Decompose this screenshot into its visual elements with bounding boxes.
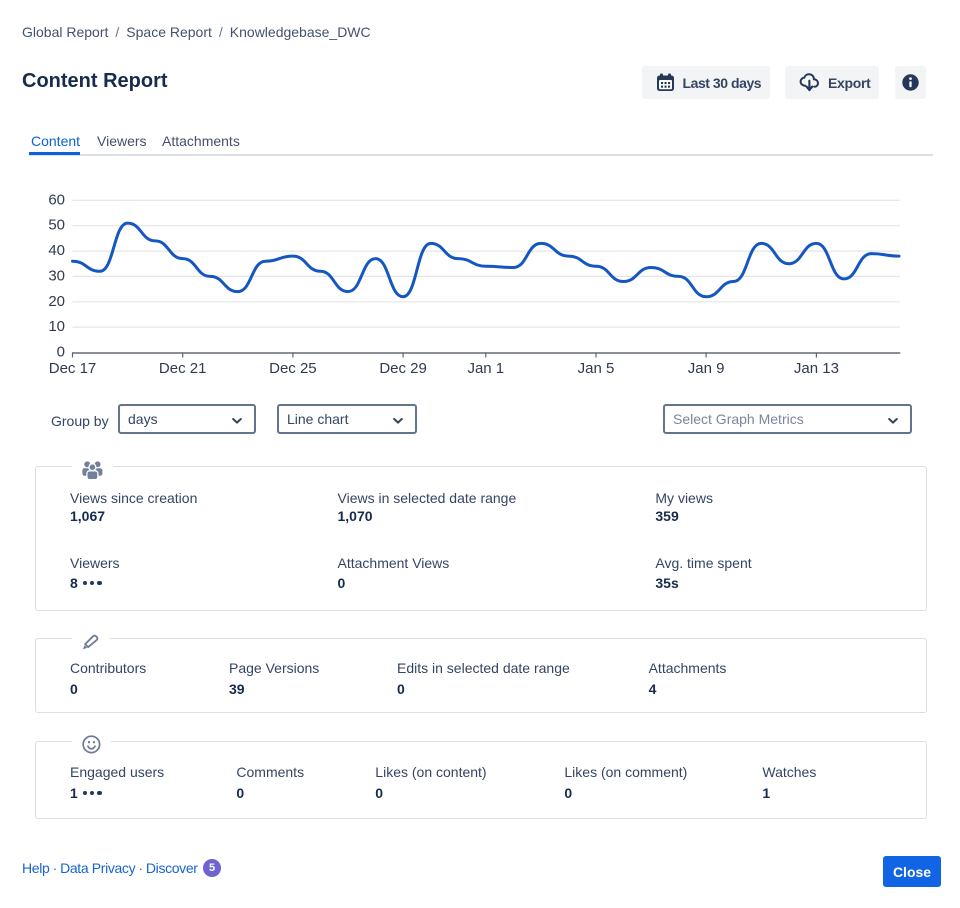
svg-text:60: 60 (48, 191, 65, 208)
svg-text:Jan 5: Jan 5 (578, 360, 615, 377)
svg-text:50: 50 (48, 217, 65, 234)
svg-text:Dec 17: Dec 17 (49, 360, 97, 377)
svg-text:40: 40 (48, 242, 65, 259)
svg-text:Dec 25: Dec 25 (269, 360, 317, 377)
svg-text:30: 30 (48, 267, 65, 284)
svg-text:0: 0 (57, 344, 65, 361)
svg-text:Jan 1: Jan 1 (467, 360, 504, 377)
svg-text:10: 10 (48, 318, 65, 335)
svg-text:Dec 21: Dec 21 (159, 360, 207, 377)
svg-text:20: 20 (48, 293, 65, 310)
svg-text:Jan 9: Jan 9 (688, 360, 725, 377)
svg-text:Dec 29: Dec 29 (379, 360, 427, 377)
svg-text:Jan 13: Jan 13 (794, 360, 839, 377)
